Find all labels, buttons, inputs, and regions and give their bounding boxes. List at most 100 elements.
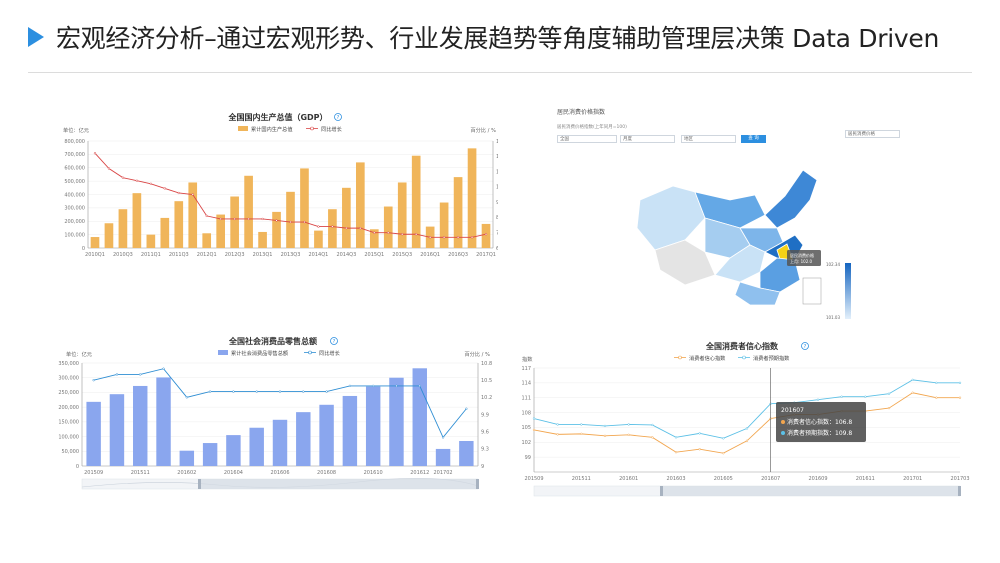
retail-growth-point	[92, 379, 95, 382]
gdp-chart-title: 全国国内生产总值（GDP）	[227, 112, 327, 122]
gdp-xtick: 2014Q3	[336, 252, 356, 258]
retail-xtick: 201702	[434, 470, 453, 476]
gdp-bar	[132, 193, 142, 248]
retail-growth-point	[418, 384, 421, 388]
retail-growth-point	[372, 384, 375, 388]
retail-growth-point	[348, 384, 352, 388]
area-select[interactable]: 地区	[681, 135, 736, 143]
conf-series-point	[674, 436, 678, 439]
conf-xtick: 201701	[903, 476, 922, 482]
retail-bar	[156, 377, 171, 466]
confidence-zoom-handle-left[interactable]	[660, 486, 663, 496]
gdp-growth-point	[233, 217, 236, 221]
conf-series-point	[556, 423, 559, 426]
period-select[interactable]: 月度	[620, 135, 675, 143]
confidence-zoom-window[interactable]	[662, 486, 960, 496]
confidence-zoom-handle-right[interactable]	[958, 486, 961, 496]
retail-xtick: 201509	[84, 470, 103, 476]
gdp-legend-line-dot	[310, 126, 314, 131]
help-icon[interactable]	[330, 337, 338, 345]
help-icon[interactable]	[801, 342, 809, 350]
retail-ytick-right: 9	[481, 464, 484, 470]
region-select[interactable]: 全国	[557, 135, 617, 143]
retail-bar	[412, 368, 427, 466]
retail-xtick: 201604	[224, 470, 243, 476]
gdp-growth-point	[149, 182, 152, 185]
map-title: 居民消费价格指数	[557, 109, 606, 116]
conf-series-point	[698, 432, 701, 435]
gdp-ytick-left: 700,000	[64, 152, 85, 158]
gdp-bar	[328, 209, 337, 248]
map-region-south[interactable]	[734, 281, 781, 306]
gdp-growth-point	[289, 220, 292, 224]
confidence-tooltip-date: 201607	[781, 407, 804, 414]
gdp-bar	[216, 214, 226, 248]
cpi-map-panel: 居民消费价格指数 居民消费价格指数(上年同月=100) 全国 月度 地区 查 询…	[555, 100, 900, 330]
retail-xtick: 201606	[270, 470, 289, 476]
conf-series-point	[603, 424, 607, 428]
retail-growth-point	[465, 407, 468, 410]
retail-zoom-window[interactable]	[200, 479, 478, 489]
gdp-growth-point	[303, 220, 306, 224]
conf-ytick: 111	[521, 396, 531, 402]
conf-series-point	[651, 436, 654, 439]
conf-series-point	[911, 378, 914, 382]
gdp-growth-point	[261, 217, 264, 221]
gdp-ytick-right: 9	[496, 200, 498, 206]
confidence-chart: 全国消费者信心指数 ? 指数 消费者信心指数 消费者预期指数 99 102 105 1…	[521, 341, 970, 497]
gdp-growth-point	[456, 236, 460, 239]
gdp-growth-point	[93, 152, 97, 155]
gdp-bar	[355, 162, 365, 248]
gdp-xtick: 2011Q1	[141, 252, 161, 258]
map-region-xinjiang[interactable]	[636, 185, 706, 251]
conf-series-point	[532, 417, 536, 420]
gdp-xtick: 2012Q1	[197, 252, 217, 258]
map-region-northeast[interactable]	[764, 169, 818, 229]
gdp-bar	[481, 223, 491, 248]
gdp-bar	[300, 168, 309, 248]
gdp-legend-line-label: 同比增长	[321, 125, 343, 133]
retail-ytick-right: 10.5	[481, 378, 492, 384]
gdp-bar	[104, 223, 114, 248]
gdp-growth-point	[387, 231, 390, 234]
confidence-tooltip-line1: 消费者信心指数：106.8	[787, 418, 852, 426]
gdp-growth-point	[317, 225, 320, 228]
gdp-xtick: 2010Q3	[113, 252, 133, 258]
retail-ytick-right: 10.2	[481, 395, 492, 401]
gdp-growth-point	[219, 217, 222, 221]
conf-ytick: 114	[521, 381, 531, 387]
gdp-bar	[411, 155, 421, 248]
gdp-ytick-left: 400,000	[64, 192, 85, 198]
gdp-bar	[439, 202, 449, 248]
conf-series-point	[887, 406, 891, 410]
conf-series-point	[745, 439, 749, 442]
gdp-ytick-right: 11	[496, 169, 498, 175]
retail-legend-line-dot	[308, 350, 312, 355]
confidence-chart-panel: 全国消费者信心指数 ? 指数 消费者信心指数 消费者预期指数 99 102 105 1…	[512, 338, 972, 503]
conf-series-point	[864, 395, 867, 398]
conf-series-point	[722, 437, 725, 440]
gdp-legend-bar-label: 累计国内生产总值	[251, 125, 293, 133]
gdp-bar	[146, 234, 156, 248]
conf-series-point	[627, 423, 630, 426]
retail-bar	[179, 450, 195, 466]
retail-zoom-handle-left[interactable]	[198, 479, 201, 489]
conf-series-point	[556, 433, 559, 436]
gdp-growth-point	[163, 187, 166, 190]
help-icon[interactable]	[334, 113, 342, 121]
map-scale-bar[interactable]	[845, 263, 851, 319]
south-sea-inset	[802, 277, 822, 305]
gdp-growth-point	[247, 217, 250, 221]
retail-growth-point	[115, 373, 119, 376]
indicator-select[interactable]: 居民消费价格	[845, 130, 900, 138]
conf-series-point	[580, 432, 583, 436]
gdp-bar	[244, 175, 253, 248]
retail-growth-point	[139, 373, 142, 376]
query-button[interactable]: 查 询	[741, 135, 766, 143]
retail-zoom-handle-right[interactable]	[476, 479, 479, 489]
retail-ytick-left: 0	[76, 464, 79, 470]
confidence-chart-title: 全国消费者信心指数	[705, 341, 779, 351]
conf-series-point	[958, 381, 962, 385]
gdp-growth-point	[373, 231, 376, 234]
conf-legend-1-label: 消费者信心指数	[689, 354, 726, 362]
